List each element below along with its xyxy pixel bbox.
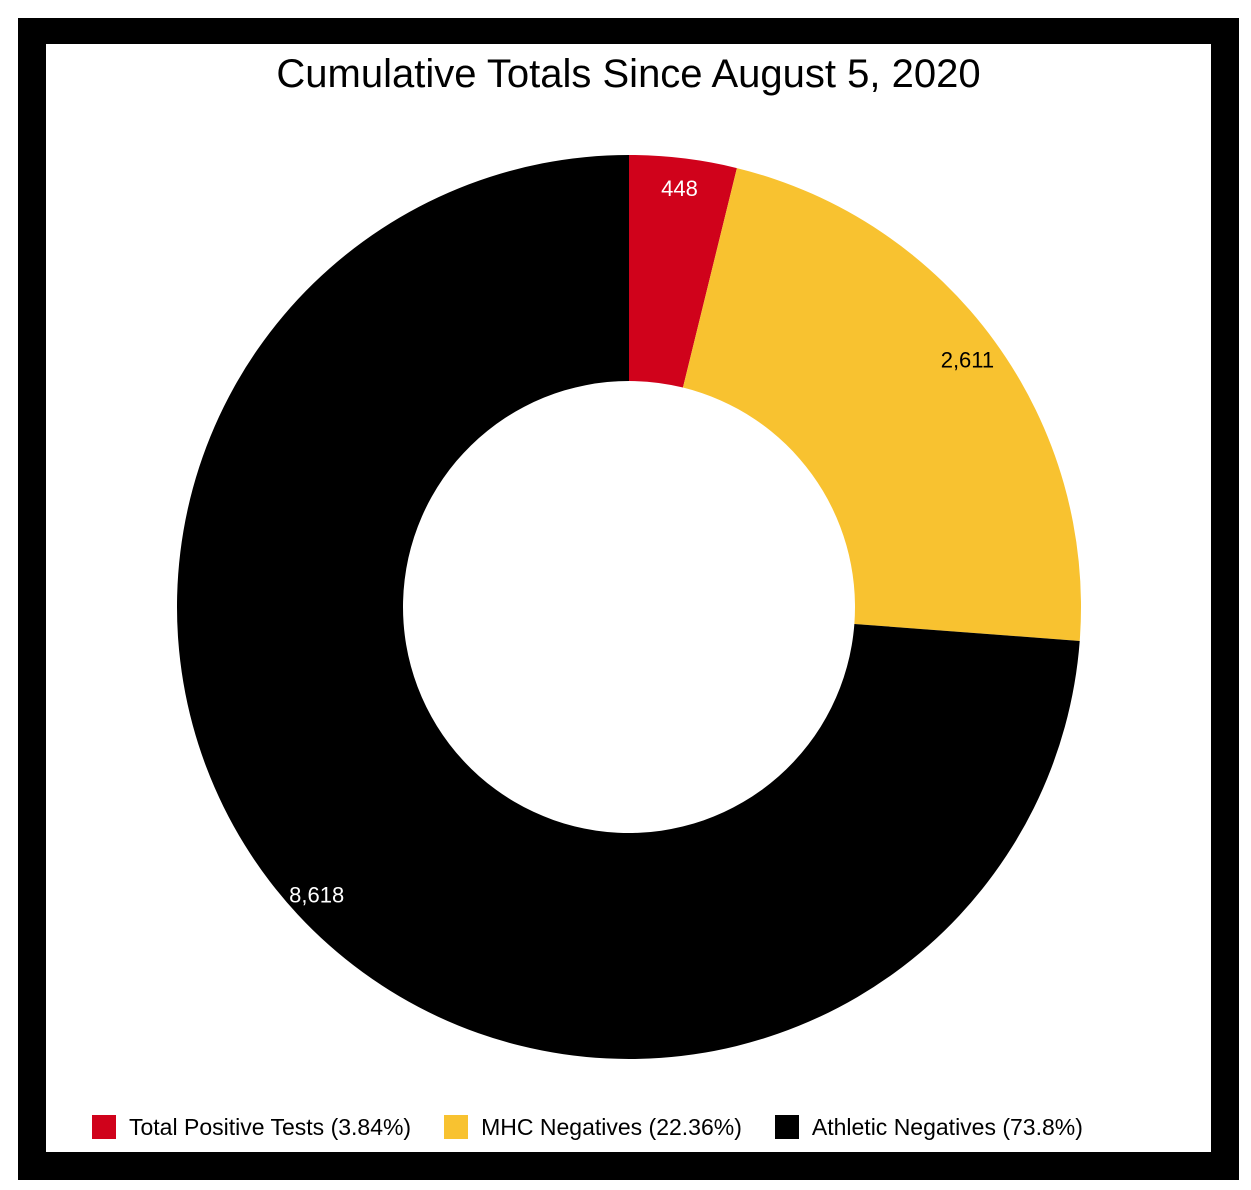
donut-slice <box>682 168 1081 641</box>
legend-item-positive: Total Positive Tests (3.84%) <box>92 1114 411 1141</box>
legend-label: MHC Negatives (22.36%) <box>481 1113 742 1140</box>
legend-item-mhc: MHC Negatives (22.36%) <box>444 1114 742 1141</box>
legend-swatch <box>92 1115 116 1139</box>
donut-labels: 448 2,611 8,618 <box>289 176 994 908</box>
legend-label: Total Positive Tests (3.84%) <box>129 1113 412 1140</box>
donut-slice <box>177 155 1080 1059</box>
chart-title: Cumulative Totals Since August 5, 2020 <box>276 52 981 96</box>
slice-value-label: 448 <box>661 176 698 201</box>
legend-swatch <box>444 1115 469 1139</box>
legend: Total Positive Tests (3.84%) MHC Negativ… <box>92 1113 1116 1141</box>
donut-slice <box>629 155 737 388</box>
legend-label: Athletic Negatives (73.8%) <box>811 1113 1083 1140</box>
donut-slices <box>177 155 1081 1059</box>
legend-item-athletic: Athletic Negatives (73.8%) <box>774 1113 1083 1141</box>
legend-swatch <box>774 1115 799 1139</box>
slice-value-label: 2,611 <box>941 347 994 372</box>
slice-value-label: 8,618 <box>289 883 344 908</box>
